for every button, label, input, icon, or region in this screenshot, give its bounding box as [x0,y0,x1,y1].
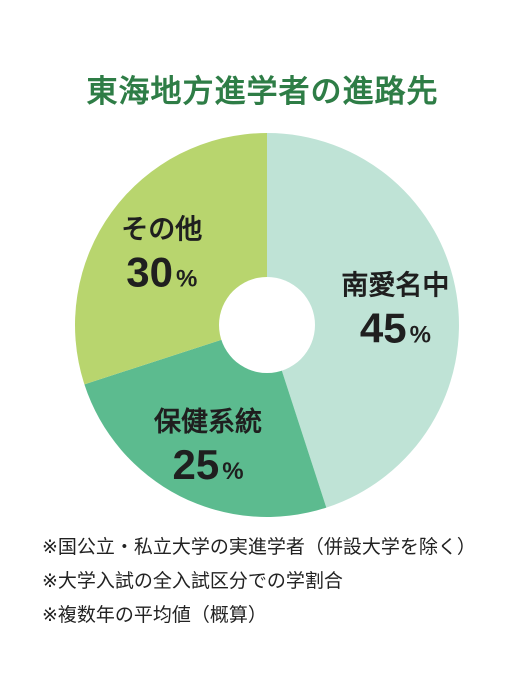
slice-label: 保健系統 [153,406,262,438]
footnote: ※国公立・私立大学の実進学者（併設大学を除く） [42,536,476,558]
donut-hole [219,277,315,373]
pie-slice [84,325,327,517]
slice-value-label: 25% [172,441,243,488]
pie-slice [267,133,459,508]
slice-value-label: 45% [360,305,431,352]
footnotes: ※国公立・私立大学の実進学者（併設大学を除く） ※大学入試の全入試区分での学割合… [42,530,476,632]
chart-title: 東海地方進学者の進路先 [86,74,439,110]
footnote: ※大学入試の全入試区分での学割合 [42,570,343,592]
pie-slice [75,133,267,385]
footnote: ※複数年の平均値（概算） [42,604,267,626]
slice-value-label: 30% [126,249,197,296]
slice-label: 南愛名中 [341,270,449,302]
slice-label: その他 [121,215,202,246]
